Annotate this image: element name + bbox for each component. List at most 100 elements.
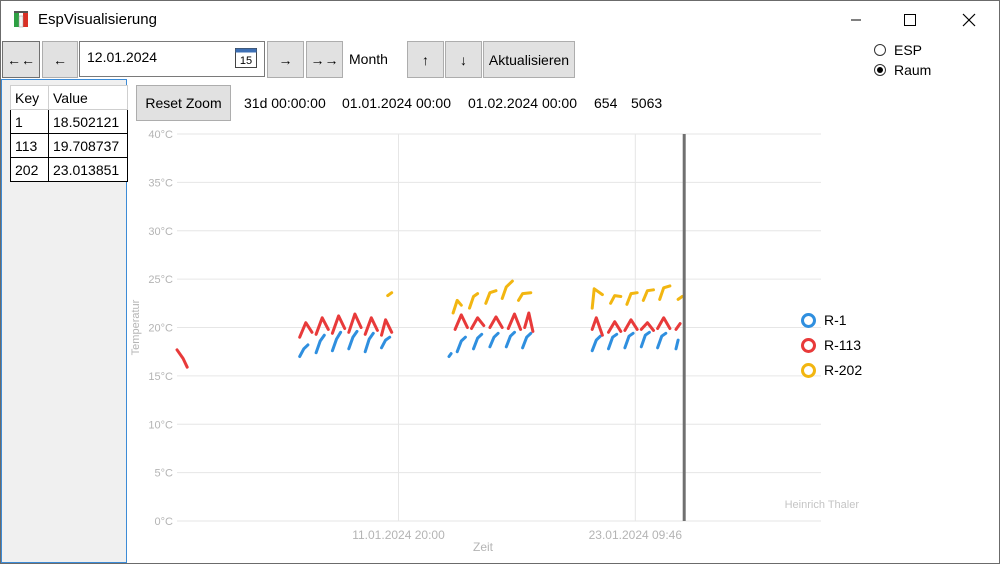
chart-series [175, 279, 684, 369]
series-line-r-113 [590, 316, 604, 337]
series-line-r-1 [590, 334, 602, 353]
series-line-r-1 [623, 331, 635, 350]
series-line-r-202 [500, 279, 514, 300]
series-line-r-202 [590, 287, 604, 310]
series-line-r-202 [517, 291, 533, 302]
series-line-r-1 [472, 332, 484, 351]
series-line-r-113 [523, 311, 535, 333]
y-tick-label: 20°C [148, 323, 173, 335]
series-line-r-1 [447, 352, 453, 358]
minimize-icon [851, 19, 861, 21]
app-logo-icon [14, 11, 28, 28]
legend-item-r113[interactable]: R-113 [801, 337, 861, 353]
y-axis-label: Temperatur [131, 299, 142, 355]
close-button[interactable] [946, 1, 992, 39]
series-line-r-1 [639, 330, 651, 349]
series-line-r-113 [314, 316, 330, 336]
date-picker[interactable]: 12.01.2024 15 [79, 41, 265, 77]
series-line-r-202 [641, 288, 655, 302]
cell-value: 19.708737 [48, 133, 128, 158]
radio-selected-dot [877, 67, 883, 73]
series-line-r-1 [380, 335, 392, 350]
radio-esp-label: ESP [894, 42, 923, 58]
y-tick-label: 5°C [155, 468, 174, 480]
series-line-r-202 [609, 294, 623, 305]
column-header-key[interactable]: Key [10, 85, 49, 110]
previous-period-button[interactable]: ← [42, 41, 78, 78]
legend-item-r202[interactable]: R-202 [801, 362, 862, 378]
series-line-r-113 [347, 312, 363, 334]
table-row[interactable]: 202 23.013851 [10, 157, 128, 182]
refresh-button[interactable]: Aktualisieren [483, 41, 575, 78]
minimize-button[interactable] [833, 1, 879, 39]
series-line-r-113 [674, 322, 682, 331]
series-line-r-113 [639, 321, 655, 332]
first-period-button[interactable]: ←← [2, 41, 40, 78]
radio-esp[interactable]: ESP [874, 42, 922, 58]
title-bar: EspVisualisierung [1, 1, 999, 39]
move-down-button[interactable]: ↓ [445, 41, 482, 78]
radio-raum-circle [874, 64, 886, 76]
series-line-r-113 [453, 313, 469, 331]
series-line-r-113 [488, 315, 504, 329]
series-line-r-1 [521, 331, 533, 350]
close-icon [962, 13, 976, 27]
legend-marker-r202 [801, 362, 816, 378]
maximize-icon [904, 14, 916, 26]
x-tick-label: 23.01.2024 09:46 [589, 528, 683, 542]
series-line-r-1 [488, 331, 500, 349]
window-title: EspVisualisierung [38, 11, 157, 28]
series-line-r-1 [314, 333, 326, 355]
chart-watermark: Heinrich Thaler [785, 499, 860, 511]
period-label[interactable]: Month [349, 51, 388, 67]
column-header-value[interactable]: Value [48, 85, 128, 110]
temperature-chart[interactable]: 0°C 5°C 10°C 15°C 20°C 25°C 30°C 35°C 40°C 11.01… [131, 126, 999, 563]
last-period-button[interactable]: →→ [306, 41, 343, 78]
maximize-button[interactable] [887, 1, 933, 39]
series-line-r-113 [607, 320, 623, 334]
cell-key: 202 [10, 157, 49, 182]
x-tick-label: 11.01.2024 20:00 [352, 528, 445, 542]
series-line-r-113 [656, 316, 672, 330]
series-line-r-202 [676, 295, 684, 301]
calendar-icon[interactable]: 15 [234, 45, 258, 69]
series-line-r-1 [330, 330, 343, 353]
move-up-button[interactable]: ↑ [407, 41, 444, 78]
range-start: 01.01.2024 00:00 [342, 95, 451, 111]
legend-label-r113: R-113 [824, 337, 862, 353]
series-line-r-113 [506, 312, 523, 331]
table-row[interactable]: 1 18.502121 [10, 109, 128, 134]
cell-key: 1 [10, 109, 49, 134]
series-line-r-202 [386, 291, 394, 298]
chart-grid [177, 133, 821, 522]
series-line-r-1 [656, 331, 668, 350]
next-period-button[interactable]: → [267, 41, 304, 78]
series-line-r-1 [504, 330, 516, 349]
x-axis-label: Zeit [473, 540, 494, 554]
reset-zoom-button[interactable]: Reset Zoom [136, 85, 231, 121]
y-tick-label: 30°C [148, 226, 173, 238]
calendar-day: 15 [240, 55, 252, 67]
point-count-b: 5063 [631, 95, 663, 111]
series-line-r-113 [380, 318, 394, 337]
series-line-r-1 [455, 335, 467, 354]
series-line-r-202 [484, 289, 498, 305]
legend-item-r1[interactable]: R-1 [801, 312, 847, 328]
series-line-r-113 [470, 316, 486, 330]
y-tick-label: 15°C [148, 371, 173, 383]
series-r-202 [386, 279, 684, 315]
legend-label-r202: R-202 [824, 362, 863, 378]
y-tick-label: 35°C [148, 177, 173, 189]
legend-label-r1: R-1 [824, 312, 847, 328]
x-axis: 11.01.2024 20:00 23.01.2024 09:46 [352, 528, 682, 542]
cell-key: 113 [10, 133, 49, 158]
series-line-r-1 [607, 332, 619, 351]
range-duration: 31d 00:00:00 [244, 95, 326, 111]
series-r-113 [175, 311, 682, 369]
radio-raum[interactable]: Raum [874, 62, 931, 78]
series-line-r-113 [298, 321, 314, 339]
table-row[interactable]: 113 19.708737 [10, 133, 128, 158]
legend-marker-r113 [801, 337, 816, 353]
series-line-r-1 [674, 338, 680, 351]
series-line-r-202 [658, 284, 672, 301]
